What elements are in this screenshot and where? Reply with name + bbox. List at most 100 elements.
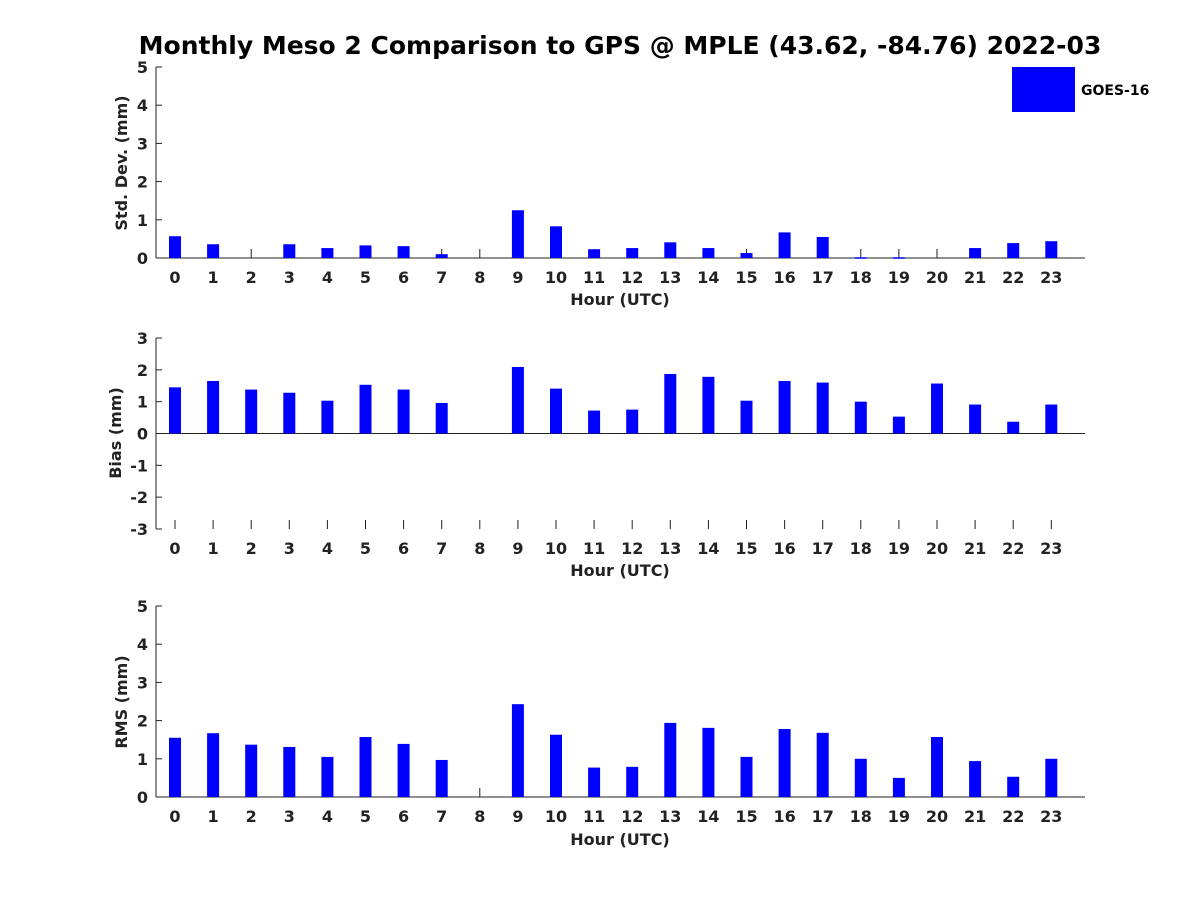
- bar-rms-hour-10: [550, 734, 562, 797]
- y-tick-label: 4: [137, 96, 148, 115]
- x-tick-label: 6: [398, 268, 409, 287]
- bar-bias-hour-17: [816, 382, 829, 434]
- bar-std-dev-hour-1: [207, 244, 220, 258]
- x-tick-label: 23: [1040, 807, 1062, 826]
- bar-rms-hour-5: [359, 737, 372, 797]
- xlabel-bias: Hour (UTC): [570, 561, 670, 580]
- legend-label-goes16: GOES-16: [1081, 83, 1149, 99]
- x-tick-label: 13: [659, 268, 681, 287]
- bar-std-dev-hour-6: [397, 246, 410, 258]
- y-tick-label: 2: [137, 173, 148, 192]
- y-tick-label: 3: [137, 134, 148, 153]
- y-tick-label: 0: [137, 425, 148, 444]
- bar-std-dev-hour-10: [550, 226, 562, 258]
- x-tick-label: 22: [1002, 807, 1024, 826]
- x-tick-label: 4: [322, 268, 333, 287]
- x-tick-label: 13: [659, 807, 681, 826]
- x-tick-label: 7: [436, 268, 447, 287]
- x-tick-label: 9: [512, 539, 523, 558]
- bar-bias-hour-6: [397, 389, 410, 434]
- x-tick-label: 8: [474, 807, 485, 826]
- y-tick-label: 0: [137, 788, 148, 807]
- y-tick-label: 0: [137, 249, 148, 268]
- y-tick-label: 1: [137, 750, 148, 769]
- x-tick-label: 6: [398, 539, 409, 558]
- x-tick-label: 2: [246, 539, 257, 558]
- x-tick-label: 20: [926, 539, 948, 558]
- bar-bias-hour-19: [892, 416, 905, 434]
- x-tick-label: 1: [208, 807, 219, 826]
- bar-rms-hour-12: [626, 766, 639, 797]
- bar-rms-hour-1: [207, 733, 220, 797]
- x-tick-label: 7: [436, 807, 447, 826]
- x-tick-label: 8: [474, 268, 485, 287]
- x-tick-label: 17: [812, 268, 834, 287]
- x-tick-label: 16: [773, 268, 795, 287]
- bar-std-dev-hour-12: [626, 248, 639, 258]
- y-tick-label: 2: [137, 361, 148, 380]
- y-tick-label: 1: [137, 211, 148, 230]
- y-tick-label: 4: [137, 635, 148, 654]
- bar-bias-hour-3: [283, 392, 296, 434]
- bar-bias-hour-20: [931, 383, 943, 434]
- bar-std-dev-hour-11: [588, 249, 601, 258]
- bar-bias-hour-9: [511, 366, 524, 434]
- bar-std-dev-hour-19: [892, 257, 905, 259]
- x-tick-label: 16: [773, 807, 795, 826]
- x-tick-label: 20: [926, 807, 948, 826]
- x-tick-label: 10: [545, 539, 567, 558]
- bar-bias-hour-12: [626, 409, 639, 434]
- bar-bias-hour-14: [702, 376, 715, 434]
- bar-rms-hour-21: [969, 761, 982, 797]
- bar-rms-hour-9: [511, 704, 524, 797]
- bar-rms-hour-19: [892, 777, 905, 797]
- x-tick-label: 15: [735, 539, 757, 558]
- bar-rms-hour-11: [588, 767, 601, 797]
- bar-std-dev-hour-0: [169, 236, 181, 258]
- y-tick-label: 3: [137, 329, 148, 348]
- x-tick-label: 4: [322, 807, 333, 826]
- bar-std-dev-hour-15: [740, 253, 753, 258]
- bar-std-dev-hour-7: [435, 254, 448, 258]
- bar-std-dev-hour-21: [969, 248, 982, 258]
- x-tick-label: 10: [545, 807, 567, 826]
- bar-rms-hour-16: [778, 729, 791, 797]
- x-tick-label: 0: [169, 268, 180, 287]
- x-tick-label: 20: [926, 268, 948, 287]
- bar-bias-hour-15: [740, 400, 753, 434]
- bar-bias-hour-2: [245, 389, 258, 434]
- bar-bias-hour-1: [207, 380, 220, 434]
- bar-bias-hour-16: [778, 380, 791, 434]
- x-tick-label: 11: [583, 268, 605, 287]
- bar-std-dev-hour-5: [359, 245, 372, 258]
- x-tick-label: 8: [474, 539, 485, 558]
- y-tick-label: -2: [130, 488, 148, 507]
- x-tick-label: 18: [850, 807, 872, 826]
- x-tick-label: 12: [621, 807, 643, 826]
- ylabel-rms: RMS (mm): [112, 655, 131, 748]
- x-tick-label: 9: [512, 268, 523, 287]
- x-tick-label: 23: [1040, 539, 1062, 558]
- xlabel-rms: Hour (UTC): [570, 830, 670, 849]
- x-tick-label: 5: [360, 807, 371, 826]
- x-tick-label: 11: [583, 539, 605, 558]
- y-tick-label: 5: [137, 58, 148, 77]
- x-tick-label: 14: [697, 268, 719, 287]
- x-tick-label: 13: [659, 539, 681, 558]
- ylabel-std-dev: Std. Dev. (mm): [112, 95, 131, 230]
- y-tick-label: 5: [137, 597, 148, 616]
- x-tick-label: 14: [697, 539, 719, 558]
- bar-rms-hour-14: [702, 727, 715, 797]
- legend: GOES-16: [1012, 67, 1149, 112]
- bar-std-dev-hour-16: [778, 232, 791, 258]
- bar-rms-hour-0: [169, 737, 181, 797]
- x-tick-label: 14: [697, 807, 719, 826]
- x-tick-label: 5: [360, 268, 371, 287]
- x-tick-label: 1: [208, 539, 219, 558]
- bar-std-dev-hour-4: [321, 248, 334, 258]
- x-tick-label: 15: [735, 807, 757, 826]
- x-tick-label: 2: [246, 807, 257, 826]
